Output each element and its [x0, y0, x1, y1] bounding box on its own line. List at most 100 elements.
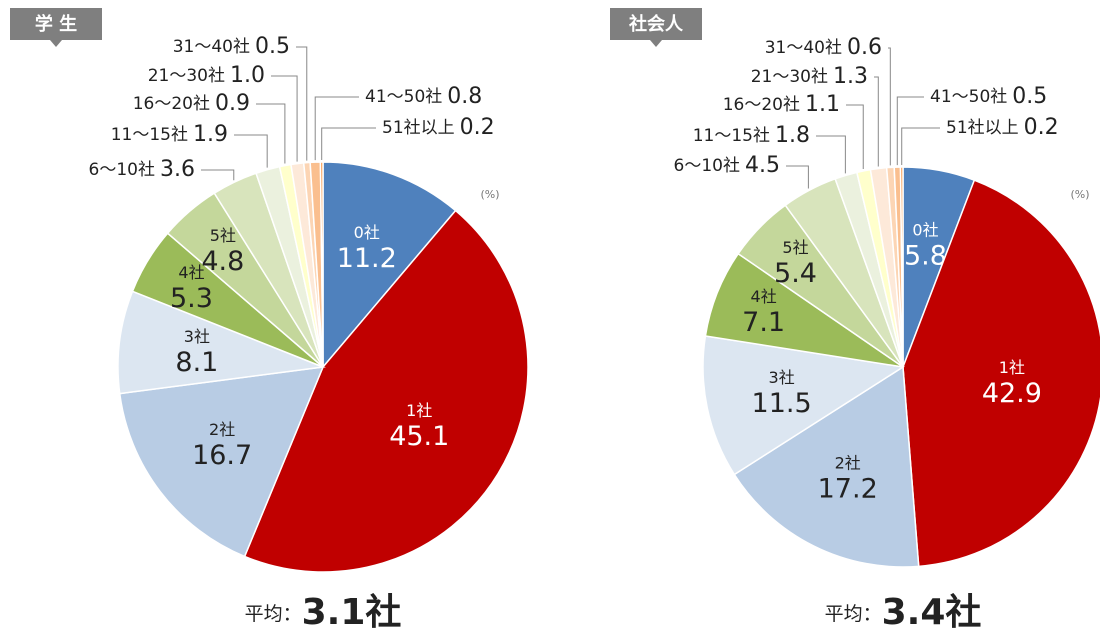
pie-slice — [322, 161, 457, 370]
leader-line — [314, 96, 359, 161]
pie-slice — [702, 335, 906, 476]
category-label: 4社 — [751, 287, 777, 306]
value-label: 1.3 — [833, 64, 868, 89]
slice-label: 31〜40社 0.6 — [765, 35, 882, 60]
slice-label: 41〜50社 0.8 — [365, 84, 482, 109]
slice-label: 11〜15社 1.8 — [693, 123, 810, 148]
slice-label: 11〜15社 1.9 — [111, 122, 228, 147]
pie-slice — [733, 365, 920, 568]
value-label: 8.1 — [175, 347, 218, 378]
chart-title: 社会人 — [629, 13, 684, 35]
category-label: 16〜20社 — [133, 94, 210, 114]
average: 平均：3.4社 — [825, 592, 982, 633]
category-label: 3社 — [769, 368, 795, 387]
value-label: 1.8 — [775, 123, 810, 148]
value-label: 45.1 — [389, 421, 449, 452]
category-label: 0社 — [912, 221, 938, 240]
leader-line — [271, 75, 298, 162]
category-label: 21〜30社 — [751, 67, 828, 87]
pie-slice — [902, 179, 1100, 568]
pie-slice — [899, 166, 904, 368]
value-label: 0.2 — [1024, 115, 1059, 140]
value-label: 11.5 — [752, 388, 812, 419]
value-label: 0.6 — [847, 35, 882, 60]
category-label: 21〜30社 — [148, 66, 225, 86]
slice-label: 6〜10社 3.6 — [89, 157, 195, 182]
average-value: 3.1社 — [302, 592, 402, 633]
category-label: 16〜20社 — [723, 95, 800, 115]
slice-label: 51社以上 0.2 — [382, 115, 495, 140]
unit-label: (%) — [1070, 188, 1089, 201]
slice-label: 31〜40社 0.5 — [173, 34, 290, 59]
pie-slice — [319, 161, 324, 368]
leader-line — [256, 103, 286, 164]
leader-line — [321, 127, 376, 161]
category-label: 51社以上 — [946, 118, 1019, 138]
value-label: 17.2 — [818, 473, 878, 504]
value-label: 5.4 — [774, 258, 817, 289]
value-label: 0.5 — [255, 34, 290, 59]
value-label: 42.9 — [982, 378, 1042, 409]
value-label: 3.6 — [160, 157, 195, 182]
leader-line — [201, 169, 235, 181]
category-label: 11〜15社 — [693, 126, 770, 146]
category-label: 11〜15社 — [111, 125, 188, 145]
category-label: 5社 — [782, 238, 808, 257]
value-label: 7.1 — [742, 307, 785, 338]
value-label: 0.8 — [447, 84, 482, 109]
average: 平均：3.1社 — [245, 592, 402, 633]
value-label: 16.7 — [192, 440, 252, 471]
leader-line — [296, 46, 308, 161]
average-label: 平均： — [245, 603, 302, 625]
value-label: 5.3 — [170, 283, 213, 314]
leader-line — [846, 104, 864, 169]
slice-label: 21〜30社 1.3 — [751, 64, 868, 89]
leader-line — [896, 96, 924, 166]
value-label: 5.8 — [904, 241, 947, 272]
slice-label: 21〜30社 1.0 — [148, 63, 265, 88]
category-label: 41〜50社 — [365, 87, 442, 107]
value-label: 1.0 — [230, 63, 265, 88]
slice-label: 41〜50社 0.5 — [930, 84, 1047, 109]
title-tag — [610, 8, 702, 47]
slice-label: 16〜20社 0.9 — [133, 91, 250, 116]
unit-label: (%) — [480, 188, 499, 201]
value-label: 4.5 — [745, 153, 780, 178]
category-label: 2社 — [835, 453, 861, 472]
value-label: 11.2 — [337, 243, 397, 274]
value-label: 1.9 — [193, 122, 228, 147]
category-label: 6〜10社 — [674, 156, 740, 176]
category-label: 41〜50社 — [930, 87, 1007, 107]
pie-slice — [243, 209, 529, 573]
slice-label: 51社以上 0.2 — [946, 115, 1059, 140]
leader-line — [816, 135, 846, 174]
leader-line — [901, 127, 940, 166]
slice-label: 16〜20社 1.1 — [723, 92, 840, 117]
pie-slice — [117, 290, 326, 395]
value-label: 1.1 — [805, 92, 840, 117]
chart-title: 学 生 — [35, 13, 77, 35]
value-label: 0.2 — [460, 115, 495, 140]
category-label: 1社 — [999, 358, 1025, 377]
slice-label: 6〜10社 4.5 — [674, 153, 780, 178]
category-label: 51社以上 — [382, 118, 455, 138]
average-label: 平均： — [825, 603, 882, 625]
category-label: 6〜10社 — [89, 160, 155, 180]
leader-line — [234, 134, 268, 168]
category-label: 31〜40社 — [765, 38, 842, 58]
leader-line — [786, 165, 809, 189]
leader-line — [874, 76, 879, 167]
category-label: 3社 — [184, 327, 210, 346]
category-label: 0社 — [354, 223, 380, 242]
average-value: 3.4社 — [882, 592, 982, 633]
category-label: 31〜40社 — [173, 37, 250, 57]
title-tag — [10, 8, 102, 47]
leader-line — [888, 47, 891, 166]
pie-slice — [118, 366, 325, 558]
category-label: 5社 — [210, 226, 236, 245]
category-label: 1社 — [406, 401, 432, 420]
category-label: 4社 — [178, 263, 204, 282]
value-label: 4.8 — [201, 246, 244, 277]
value-label: 0.5 — [1012, 84, 1047, 109]
